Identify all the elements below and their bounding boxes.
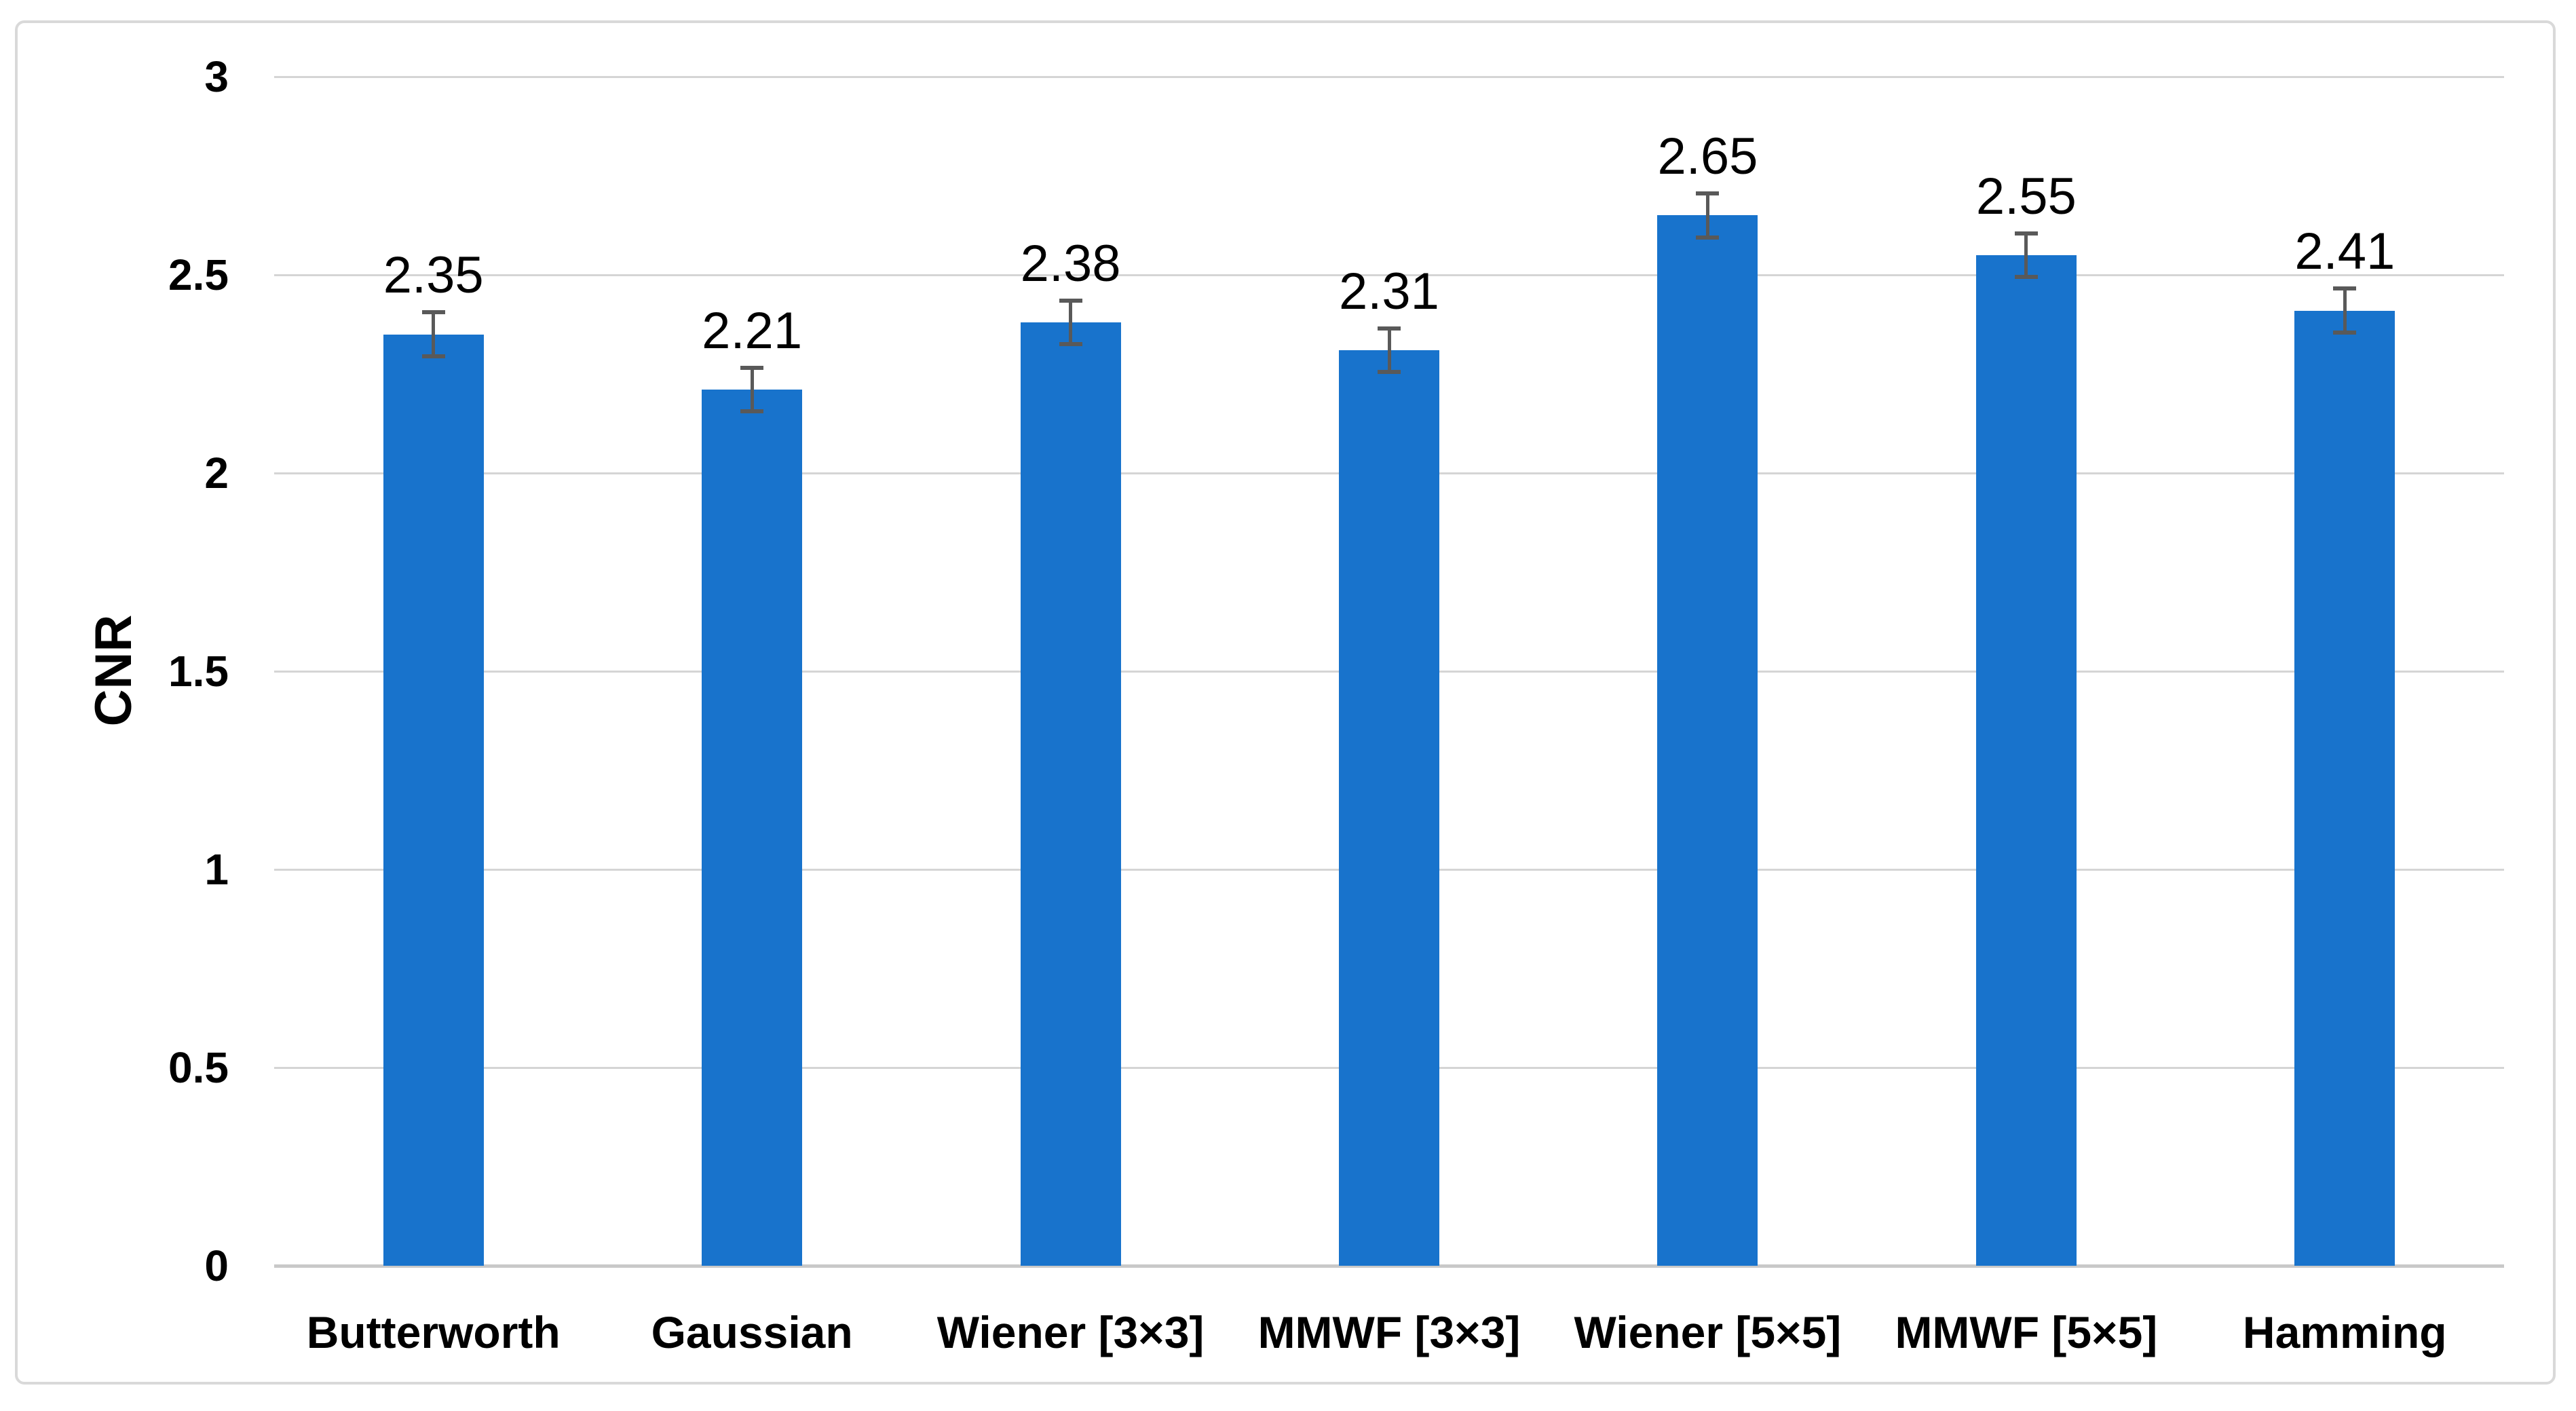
gridline-3: [274, 76, 2504, 78]
error-bar-bottom-cap-mmwf-3x3: [1378, 370, 1401, 375]
x-category-label-wiener-5x5: Wiener [5×5]: [1574, 1307, 1842, 1357]
bar-gaussian: [702, 390, 803, 1266]
error-bar-top-cap-wiener-5x5: [1696, 191, 1720, 196]
x-category-label-hamming: Hamming: [2242, 1307, 2447, 1357]
bar-value-label-wiener-5x5: 2.65: [1657, 128, 1758, 186]
error-bar-bottom-cap-hamming: [2333, 330, 2357, 335]
error-bar-top-cap-mmwf-3x3: [1378, 326, 1401, 331]
bar-value-label-gaussian: 2.21: [702, 302, 803, 360]
y-tick-label-0.5: 0.5: [168, 1043, 229, 1092]
x-category-label-butterworth: Butterworth: [306, 1307, 561, 1357]
bar-value-label-mmwf-3x3: 2.31: [1339, 262, 1439, 320]
y-tick-label-0: 0: [204, 1241, 229, 1290]
error-bar-bottom-cap-butterworth: [421, 354, 445, 358]
y-tick-label-2: 2: [204, 449, 229, 497]
error-bar-top-cap-mmwf-5x5: [2014, 231, 2038, 236]
error-bar-wiener-5x5: [1705, 193, 1709, 238]
y-tick-label-3: 3: [204, 52, 229, 101]
bar-wiener-5x5: [1657, 215, 1758, 1266]
error-bar-bottom-cap-wiener-3x3: [1059, 342, 1082, 347]
x-category-label-mmwf-3x3: MMWF [3×3]: [1257, 1307, 1521, 1357]
bar-value-label-wiener-3x3: 2.38: [1020, 234, 1121, 293]
y-tick-label-1: 1: [204, 845, 229, 894]
x-category-label-gaussian: Gaussian: [651, 1307, 853, 1357]
bar-wiener-3x3: [1020, 322, 1121, 1266]
error-bar-top-cap-gaussian: [740, 366, 764, 371]
error-bar-bottom-cap-gaussian: [740, 409, 764, 414]
bar-value-label-mmwf-5x5: 2.55: [1975, 167, 2077, 225]
error-bar-wiener-3x3: [1069, 300, 1073, 345]
error-bar-mmwf-5x5: [2024, 233, 2028, 277]
error-bar-bottom-cap-wiener-5x5: [1696, 235, 1720, 240]
bar-hamming: [2294, 310, 2395, 1266]
error-bar-top-cap-wiener-3x3: [1059, 298, 1082, 303]
error-bar-top-cap-hamming: [2333, 286, 2357, 291]
bar-butterworth: [383, 334, 484, 1266]
error-bar-hamming: [2343, 288, 2347, 333]
error-bar-top-cap-butterworth: [421, 310, 445, 315]
x-axis-line: [274, 1264, 2504, 1268]
y-tick-label-2.5: 2.5: [168, 250, 229, 299]
error-bar-bottom-cap-mmwf-5x5: [2014, 274, 2038, 279]
bar-value-label-hamming: 2.41: [2294, 223, 2395, 281]
x-category-label-mmwf-5x5: MMWF [5×5]: [1895, 1307, 2158, 1357]
gridline-2.5: [274, 274, 2504, 276]
bar-value-label-butterworth: 2.35: [383, 246, 484, 305]
y-tick-label-1.5: 1.5: [168, 647, 229, 696]
bar-mmwf-3x3: [1339, 350, 1439, 1266]
error-bar-mmwf-3x3: [1387, 328, 1391, 373]
bar-mmwf-5x5: [1975, 255, 2077, 1266]
error-bar-butterworth: [432, 312, 436, 356]
x-category-label-wiener-3x3: Wiener [3×3]: [936, 1307, 1205, 1357]
error-bar-gaussian: [750, 368, 754, 412]
